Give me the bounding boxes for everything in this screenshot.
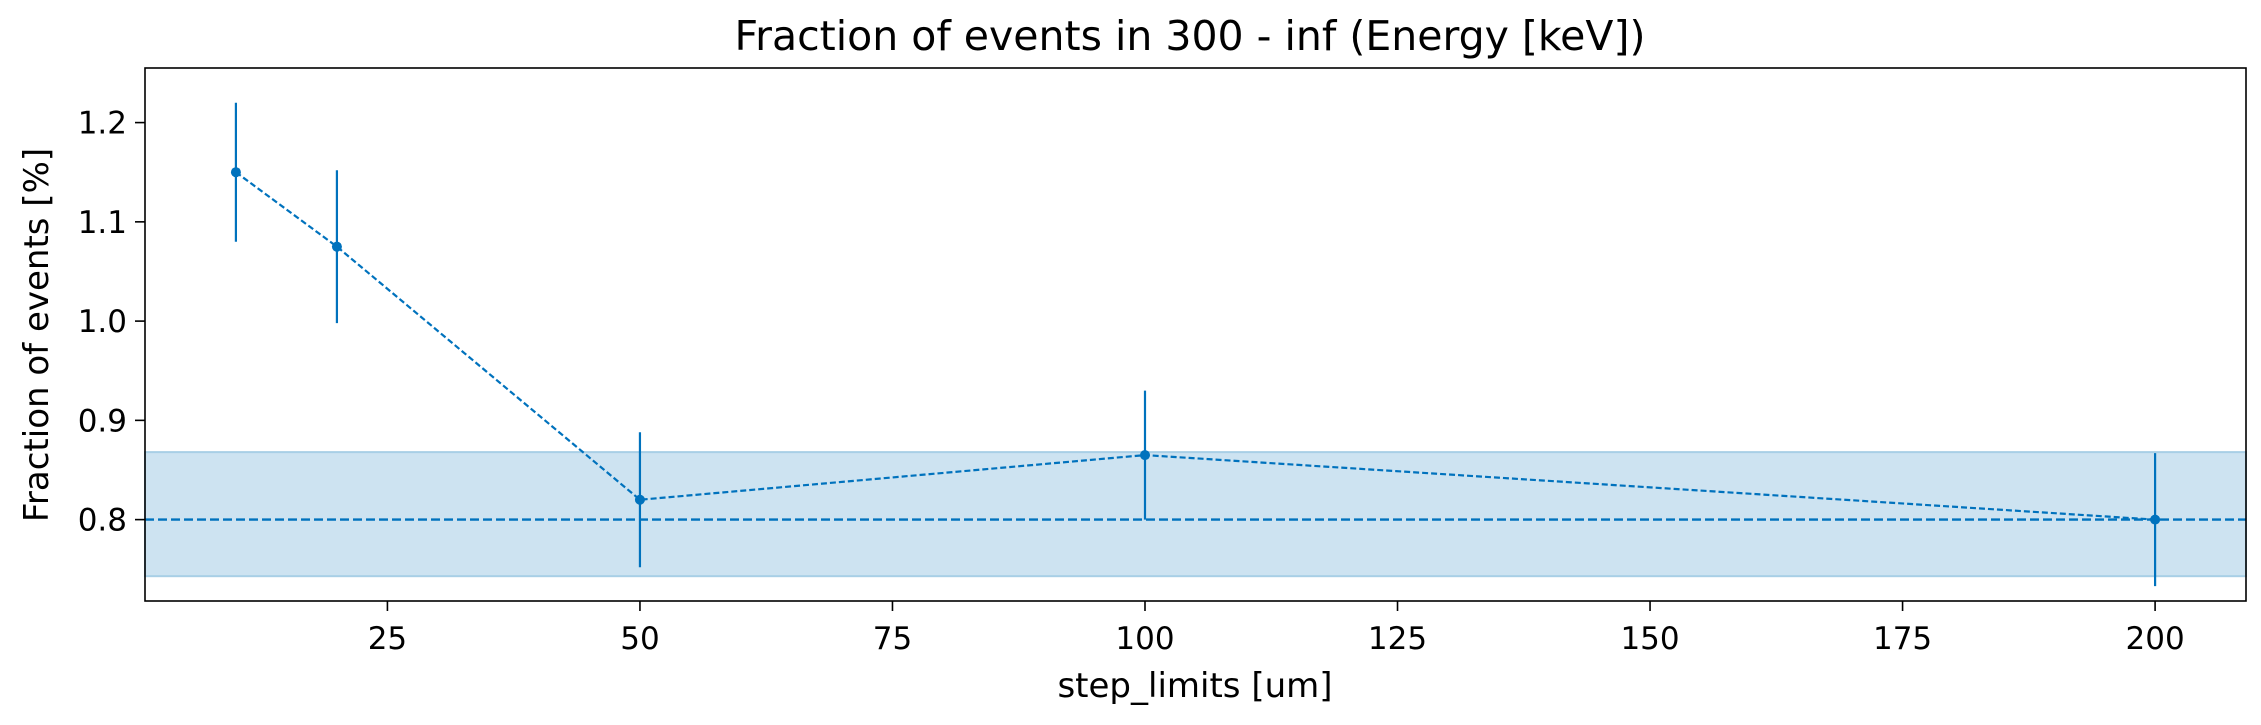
x-tick-label: 150	[1620, 621, 1679, 657]
plot-frame	[144, 67, 2247, 602]
x-tick-label: 75	[873, 621, 912, 657]
x-tick-label: 100	[1115, 621, 1174, 657]
data-point	[331, 241, 342, 252]
y-tick-label: 1.0	[78, 304, 127, 340]
x-axis-label: step_limits [um]	[1057, 666, 1332, 706]
data-point	[2150, 514, 2161, 525]
y-axis-label: Fraction of events [%]	[17, 148, 57, 522]
x-tick-label: 175	[1873, 621, 1932, 657]
plot-area	[144, 102, 2247, 587]
chart-title: Fraction of events in 300 - inf (Energy …	[735, 12, 1646, 60]
data-point	[634, 494, 645, 505]
x-tick-label: 200	[2126, 621, 2185, 657]
x-tick-label: 50	[620, 621, 659, 657]
x-tick-label: 25	[368, 621, 407, 657]
y-tick-label: 1.2	[78, 106, 127, 142]
y-axis: 0.8 0.9 1.0 1.1 1.2	[78, 106, 145, 539]
x-tick-label: 125	[1368, 621, 1427, 657]
x-axis: 25 50 75 100 125 150 175 200	[368, 601, 2185, 657]
y-tick-label: 0.8	[78, 503, 127, 539]
y-tick-label: 0.9	[78, 403, 127, 439]
series-line	[235, 171, 2156, 521]
data-point	[230, 167, 241, 178]
reference-band	[144, 451, 2247, 578]
y-tick-label: 1.1	[78, 205, 127, 241]
data-point	[1139, 450, 1150, 461]
